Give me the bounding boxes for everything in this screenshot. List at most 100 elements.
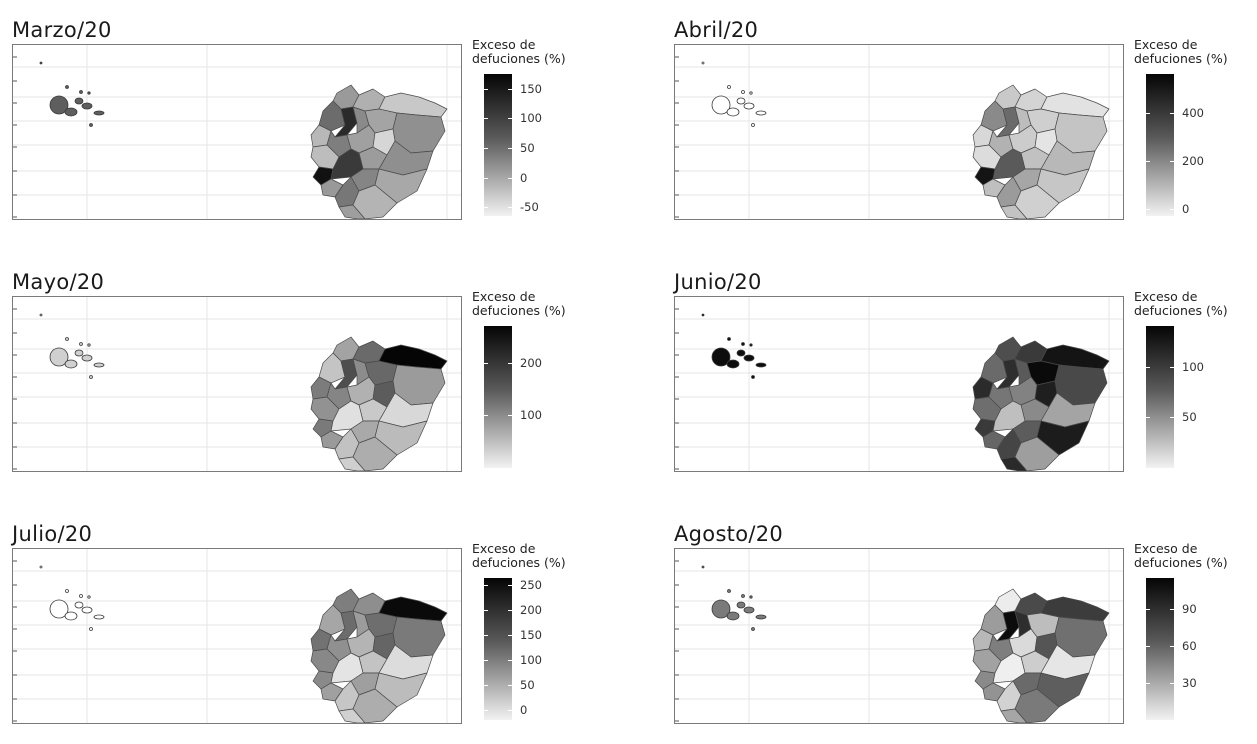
legend-tick-label: 50 <box>520 678 535 693</box>
legend-colorbar <box>484 74 512 216</box>
galapagos-island <box>87 595 91 599</box>
panel-title: Abril/20 <box>674 18 759 42</box>
legend-tick-mark <box>484 585 488 587</box>
map-frame <box>12 548 462 724</box>
province-region <box>1000 456 1028 471</box>
galapagos-island <box>736 349 746 357</box>
legend-tick-label: 400 <box>1182 105 1204 120</box>
legend-tick-mark <box>508 177 512 179</box>
legend-colorbar <box>484 578 512 720</box>
galapagos-island <box>93 614 105 620</box>
legend-tick-mark <box>484 147 488 149</box>
legend-tick-label: 200 <box>520 355 542 370</box>
legend-title: Exceso de defuciones (%) <box>472 541 566 570</box>
legend-tick-label: 250 <box>520 578 542 593</box>
legend-tick-mark <box>484 635 488 637</box>
legend-tick-label: 50 <box>1182 410 1197 425</box>
legend-title: Exceso de defuciones (%) <box>472 37 566 66</box>
legend-tick-label: 100 <box>520 653 542 668</box>
galapagos-island <box>65 589 69 593</box>
legend-title: Exceso de defuciones (%) <box>1134 541 1228 570</box>
map-frame <box>674 44 1124 220</box>
legend-tick-mark <box>484 710 488 712</box>
galapagos-island <box>727 85 731 89</box>
galapagos-island <box>751 375 755 379</box>
map-panel-junio: Junio/20 Exceso de defuciones (%) 100 50 <box>662 252 1257 492</box>
galapagos-island <box>751 627 755 631</box>
legend-tick-mark <box>1170 608 1174 610</box>
legend-tick-mark <box>508 415 512 417</box>
legend-tick-mark <box>1146 160 1150 162</box>
galapagos-island <box>81 102 93 110</box>
galapagos-island <box>749 343 753 347</box>
province-region <box>330 400 364 432</box>
legend-tick-mark <box>1170 112 1174 114</box>
province-region <box>992 400 1026 432</box>
province-region <box>330 148 364 180</box>
galapagos-island <box>89 123 93 127</box>
map-plot <box>675 297 1123 471</box>
legend-tick-label: 150 <box>520 628 542 643</box>
panel-title: Junio/20 <box>674 270 762 294</box>
legend-colorbar <box>1146 74 1174 216</box>
legend-tick-label: 100 <box>520 111 542 126</box>
legend-tick-mark <box>1170 417 1174 419</box>
map-plot <box>675 45 1123 219</box>
legend-tick-label: 100 <box>520 408 542 423</box>
legend-tick-label: 60 <box>1182 638 1197 653</box>
legend-tick-label: 100 <box>1182 359 1204 374</box>
map-plot <box>675 549 1123 723</box>
legend-tick-mark <box>508 660 512 662</box>
galapagos-island <box>726 107 740 117</box>
galapagos-island <box>81 354 93 362</box>
legend-tick-mark <box>508 685 512 687</box>
galapagos-island <box>49 599 69 619</box>
province-region <box>992 652 1026 684</box>
legend-tick-mark <box>1146 645 1150 647</box>
galapagos-island <box>755 614 767 620</box>
legend-tick-mark <box>484 118 488 120</box>
legend-tick-mark <box>508 147 512 149</box>
legend: Exceso de defuciones (%) 250 200 150 100 50 0 <box>472 542 622 722</box>
galapagos-island <box>711 95 731 115</box>
galapagos-island <box>727 337 731 341</box>
legend-tick-mark <box>508 362 512 364</box>
legend-tick-mark <box>484 207 488 209</box>
province-region <box>1000 708 1028 723</box>
province-region <box>992 148 1026 180</box>
galapagos-island <box>741 90 745 94</box>
galapagos-island <box>755 362 767 368</box>
legend-tick-mark <box>1170 366 1174 368</box>
legend-tick-label: 150 <box>520 81 542 96</box>
panel-title: Agosto/20 <box>674 522 784 546</box>
map-plot <box>13 297 461 471</box>
legend-tick-label: 0 <box>1182 201 1190 216</box>
legend-tick-mark <box>1170 160 1174 162</box>
panel-title: Marzo/20 <box>12 18 112 42</box>
legend-tick-label: 0 <box>520 703 528 718</box>
galapagos-island <box>743 606 755 614</box>
map-plot <box>13 45 461 219</box>
galapagos-island <box>74 601 84 609</box>
map-panel-mayo: Mayo/20 Exceso de defuciones (%) 200 100 <box>0 252 628 492</box>
legend-tick-mark <box>484 88 488 90</box>
galapagos-island <box>93 110 105 116</box>
province-region <box>338 456 366 471</box>
legend-tick-mark <box>1170 645 1174 647</box>
galapagos-island <box>79 594 83 598</box>
legend: Exceso de defuciones (%) 200 100 <box>472 290 622 470</box>
legend-tick-mark <box>1146 608 1150 610</box>
galapagos-island <box>39 565 43 569</box>
galapagos-island <box>711 347 731 367</box>
galapagos-island <box>701 313 705 317</box>
galapagos-island <box>65 337 69 341</box>
legend: Exceso de defuciones (%) 100 50 <box>1134 290 1257 470</box>
galapagos-island <box>701 61 705 65</box>
galapagos-island <box>39 313 43 317</box>
legend: Exceso de defuciones (%) 150 100 50 0 -50 <box>472 38 622 218</box>
galapagos-island <box>79 342 83 346</box>
galapagos-island <box>736 97 746 105</box>
galapagos-island <box>87 343 91 347</box>
legend-tick-mark <box>508 88 512 90</box>
galapagos-island <box>64 611 78 621</box>
